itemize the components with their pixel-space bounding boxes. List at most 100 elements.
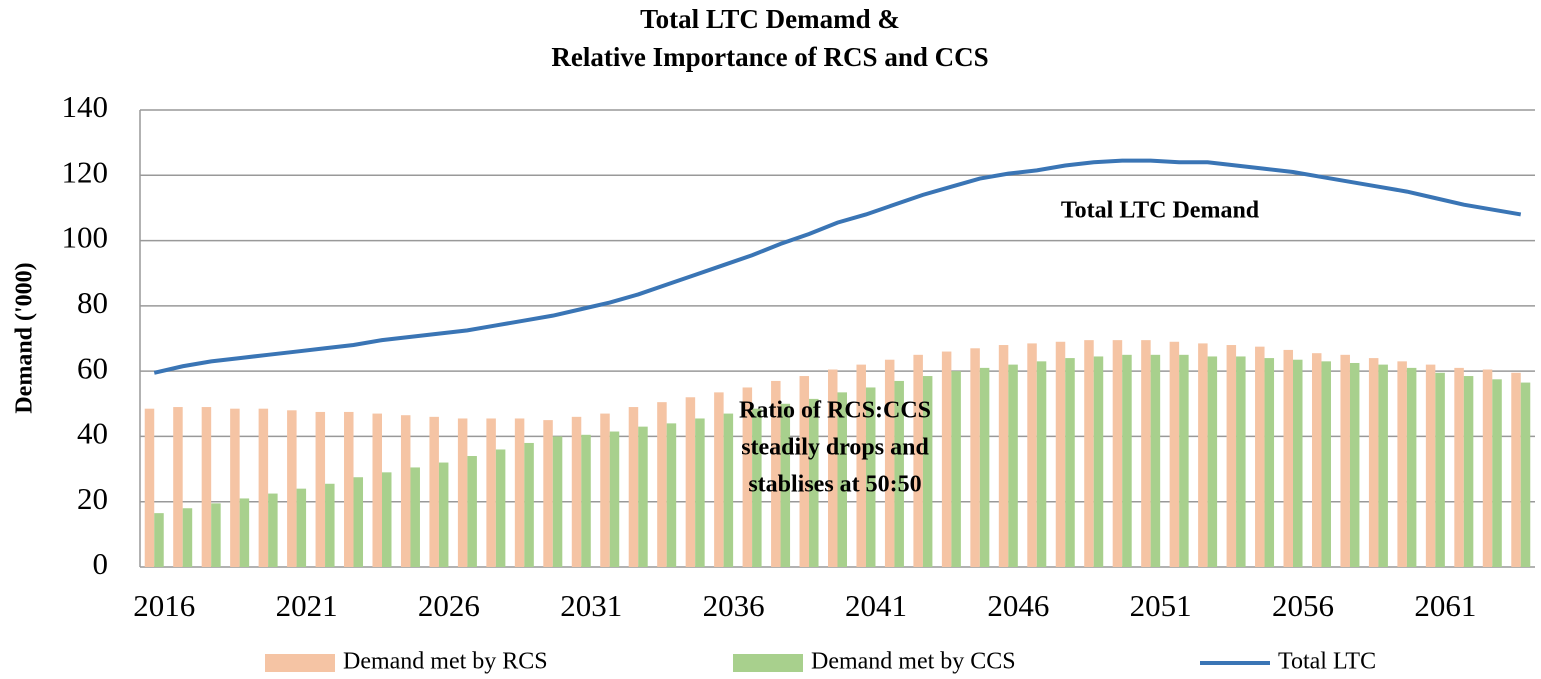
bar (856, 364, 866, 567)
legend-swatch (265, 654, 335, 672)
y-tick-label: 20 (77, 481, 108, 516)
bar (287, 410, 297, 567)
bar (1349, 362, 1360, 567)
bar (1321, 361, 1331, 567)
bar (144, 408, 155, 567)
annotation: stablises at 50:50 (748, 472, 921, 498)
legend-swatch (733, 654, 803, 672)
bar (1283, 349, 1294, 567)
bar (1520, 382, 1531, 567)
bar (799, 376, 810, 567)
bar (1425, 364, 1436, 567)
bar (1198, 343, 1208, 567)
bar (638, 426, 648, 567)
bar (1065, 358, 1075, 567)
line (153, 158, 1522, 375)
bar (865, 387, 876, 567)
bar (258, 408, 269, 567)
bar (742, 387, 753, 567)
legend-label: Demand met by RCS (343, 649, 548, 675)
x-tick-label: 2016 (133, 588, 195, 623)
x-tick-label: 2031 (560, 588, 622, 623)
bar (771, 380, 781, 567)
bar (1226, 345, 1237, 567)
bar (1027, 343, 1037, 567)
bar (1482, 369, 1493, 567)
bar (922, 376, 933, 567)
bar (410, 467, 420, 567)
bar (182, 508, 193, 567)
bar (1008, 364, 1018, 567)
bar (780, 403, 791, 567)
bar (457, 418, 468, 567)
annotation: Ratio of RCS:CCS (739, 398, 931, 424)
bar (1179, 354, 1189, 567)
bar (1093, 356, 1104, 567)
bar (1036, 361, 1047, 567)
bar (211, 503, 221, 567)
bar (884, 359, 895, 567)
bar (1435, 372, 1445, 567)
bar (514, 418, 525, 567)
x-tick-label: 2046 (987, 588, 1049, 623)
bar (1264, 358, 1275, 567)
annotation: steadily drops and (741, 435, 929, 461)
bar (685, 397, 696, 567)
bar (1112, 340, 1123, 567)
y-tick-label: 120 (62, 154, 109, 189)
bar (467, 456, 477, 567)
bar (429, 416, 439, 567)
bar (998, 345, 1009, 567)
bar (154, 513, 164, 567)
bar (1378, 364, 1388, 567)
bar (894, 380, 904, 567)
bar (1511, 372, 1521, 567)
bar (1141, 340, 1151, 567)
bar (381, 472, 392, 567)
bar (1340, 354, 1350, 567)
bar (353, 477, 364, 567)
bar (1055, 341, 1066, 567)
bar (372, 413, 382, 567)
bar (837, 392, 847, 567)
y-tick-label: 140 (62, 89, 109, 124)
bar (438, 462, 449, 567)
bar (628, 407, 639, 567)
y-tick-label: 40 (77, 416, 108, 451)
bar (1397, 361, 1407, 567)
bar (201, 407, 212, 567)
x-tick-label: 2026 (418, 588, 480, 623)
x-tick-label: 2056 (1272, 588, 1334, 623)
bar (296, 488, 307, 567)
y-tick-label: 100 (62, 220, 109, 255)
y-axis-label: Demand ('000) (12, 262, 38, 413)
bar (268, 493, 278, 567)
bar (1368, 358, 1379, 567)
bar (315, 411, 326, 567)
x-tick-label: 2061 (1414, 588, 1476, 623)
bar (970, 348, 980, 567)
bar (1406, 367, 1417, 567)
bar (524, 442, 534, 567)
bar (486, 418, 496, 567)
bar (809, 398, 819, 567)
bar (1463, 376, 1474, 567)
bar (695, 418, 705, 567)
bar (600, 413, 610, 567)
legend-label: Total LTC (1278, 649, 1376, 675)
bar (1236, 356, 1246, 567)
bar (230, 408, 240, 567)
bar (173, 407, 183, 567)
x-tick-label: 2051 (1130, 588, 1192, 623)
bar (951, 371, 961, 567)
bar (657, 402, 667, 567)
bar (1293, 359, 1303, 567)
bar (714, 392, 724, 567)
chart-title: Relative Importance of RCS and CCS (551, 42, 988, 72)
bar (913, 354, 923, 567)
bar (1255, 346, 1265, 567)
bar (344, 411, 354, 567)
bar (1122, 354, 1132, 567)
bar (325, 483, 335, 567)
